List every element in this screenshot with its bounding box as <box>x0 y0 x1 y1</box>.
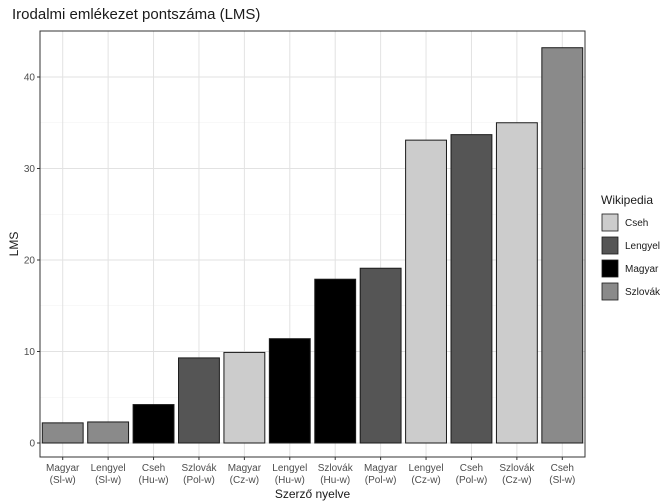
bar <box>495 122 538 444</box>
y-tick-label: 10 <box>24 347 36 358</box>
x-tick-label: (Hu-w) <box>139 475 169 486</box>
bar <box>87 421 130 444</box>
x-tick-label: (Hu-w) <box>320 475 350 486</box>
bar <box>541 47 584 444</box>
legend-title: Wikipedia <box>601 193 653 207</box>
x-tick-label: Szlovák <box>499 463 535 474</box>
axes: 010203040Magyar(Sl-w)Lengyel(Sl-w)Cseh(H… <box>24 73 575 487</box>
bar <box>450 134 493 444</box>
bars <box>41 47 584 444</box>
y-tick-label: 0 <box>29 439 35 450</box>
bar <box>314 278 357 444</box>
plot-border <box>39 30 586 458</box>
x-tick-label: Lengyel <box>272 463 307 474</box>
legend-label: Lengyel <box>625 241 660 252</box>
legend-key <box>601 259 619 278</box>
x-tick-label: Szlovák <box>318 463 354 474</box>
plot-panel <box>40 31 585 457</box>
legend-label: Cseh <box>625 218 648 229</box>
x-axis-title: Szerző nyelve <box>275 487 351 501</box>
x-tick-label: Cseh <box>142 463 165 474</box>
bar <box>405 139 447 444</box>
x-tick-label: (Pol-w) <box>456 475 488 486</box>
y-tick-label: 30 <box>24 164 36 175</box>
x-tick-label: Magyar <box>228 463 262 474</box>
x-tick-label: (Cz-w) <box>411 475 440 486</box>
x-tick-label: Cseh <box>551 463 574 474</box>
legend-key <box>601 213 619 232</box>
x-tick-label: (Hu-w) <box>275 475 305 486</box>
x-tick-label: (Sl-w) <box>95 475 121 486</box>
bar <box>268 338 311 444</box>
bar <box>178 357 220 444</box>
x-tick-label: (Cz-w) <box>230 475 259 486</box>
x-tick-label: (Cz-w) <box>502 475 531 486</box>
legend-label: Magyar <box>625 264 659 275</box>
bar <box>41 422 84 444</box>
x-tick-label: Szlovák <box>181 463 217 474</box>
bar <box>223 351 266 444</box>
legend-key <box>601 236 619 255</box>
y-tick-label: 20 <box>24 256 36 267</box>
bar <box>359 267 402 444</box>
x-tick-label: Cseh <box>460 463 483 474</box>
y-axis-title: LMS <box>7 232 21 257</box>
x-tick-label: (Sl-w) <box>50 475 76 486</box>
x-tick-label: Lengyel <box>409 463 444 474</box>
y-tick-label: 40 <box>24 73 36 84</box>
bar <box>132 404 175 444</box>
x-tick-label: Lengyel <box>91 463 126 474</box>
chart-title: Irodalmi emlékezet pontszáma (LMS) <box>12 6 261 23</box>
x-tick-label: Magyar <box>364 463 398 474</box>
legend-key <box>601 282 619 301</box>
x-tick-label: (Pol-w) <box>365 475 397 486</box>
x-tick-label: (Pol-w) <box>183 475 215 486</box>
x-tick-label: (Sl-w) <box>549 475 575 486</box>
x-tick-label: Magyar <box>46 463 80 474</box>
legend: Wikipedia Cseh Lengyel Magyar Szlovák <box>601 193 661 301</box>
legend-label: Szlovák <box>625 287 661 298</box>
